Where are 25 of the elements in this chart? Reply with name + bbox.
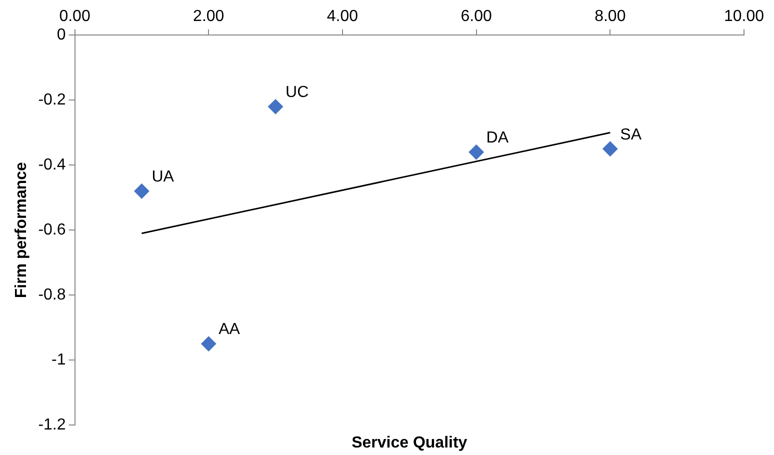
x-axis-title: Service Quality <box>352 434 468 452</box>
x-tick-label: 10.00 <box>724 8 764 26</box>
y-tick-label: -0.8 <box>38 286 66 304</box>
x-tick-label: 0.00 <box>59 8 90 26</box>
y-tick-label: 0 <box>56 26 66 44</box>
point <box>201 336 216 352</box>
point <box>134 184 150 199</box>
annotation: DA <box>486 130 509 147</box>
point <box>468 144 484 160</box>
x-tick-label: 2.00 <box>193 8 224 26</box>
point <box>268 99 284 114</box>
y-axis-title: Firm performance <box>13 162 30 298</box>
y-tick-label: -0.6 <box>38 222 66 239</box>
annotation: SA <box>620 126 642 144</box>
y-tick-label: -0.4 <box>38 156 66 174</box>
y-tick-label: -0.2 <box>38 92 66 109</box>
x-tick-label: 8.00 <box>594 8 626 26</box>
y-tick-label: -1.2 <box>38 416 66 434</box>
y-tick-label: -1 <box>52 351 66 368</box>
x-tick-label: 4.00 <box>326 8 358 26</box>
annotation: AA <box>218 321 240 338</box>
annotation: UA <box>152 168 174 186</box>
x-tick-label: 6.00 <box>460 8 492 26</box>
annotation: UC <box>286 84 309 102</box>
point <box>602 141 618 156</box>
